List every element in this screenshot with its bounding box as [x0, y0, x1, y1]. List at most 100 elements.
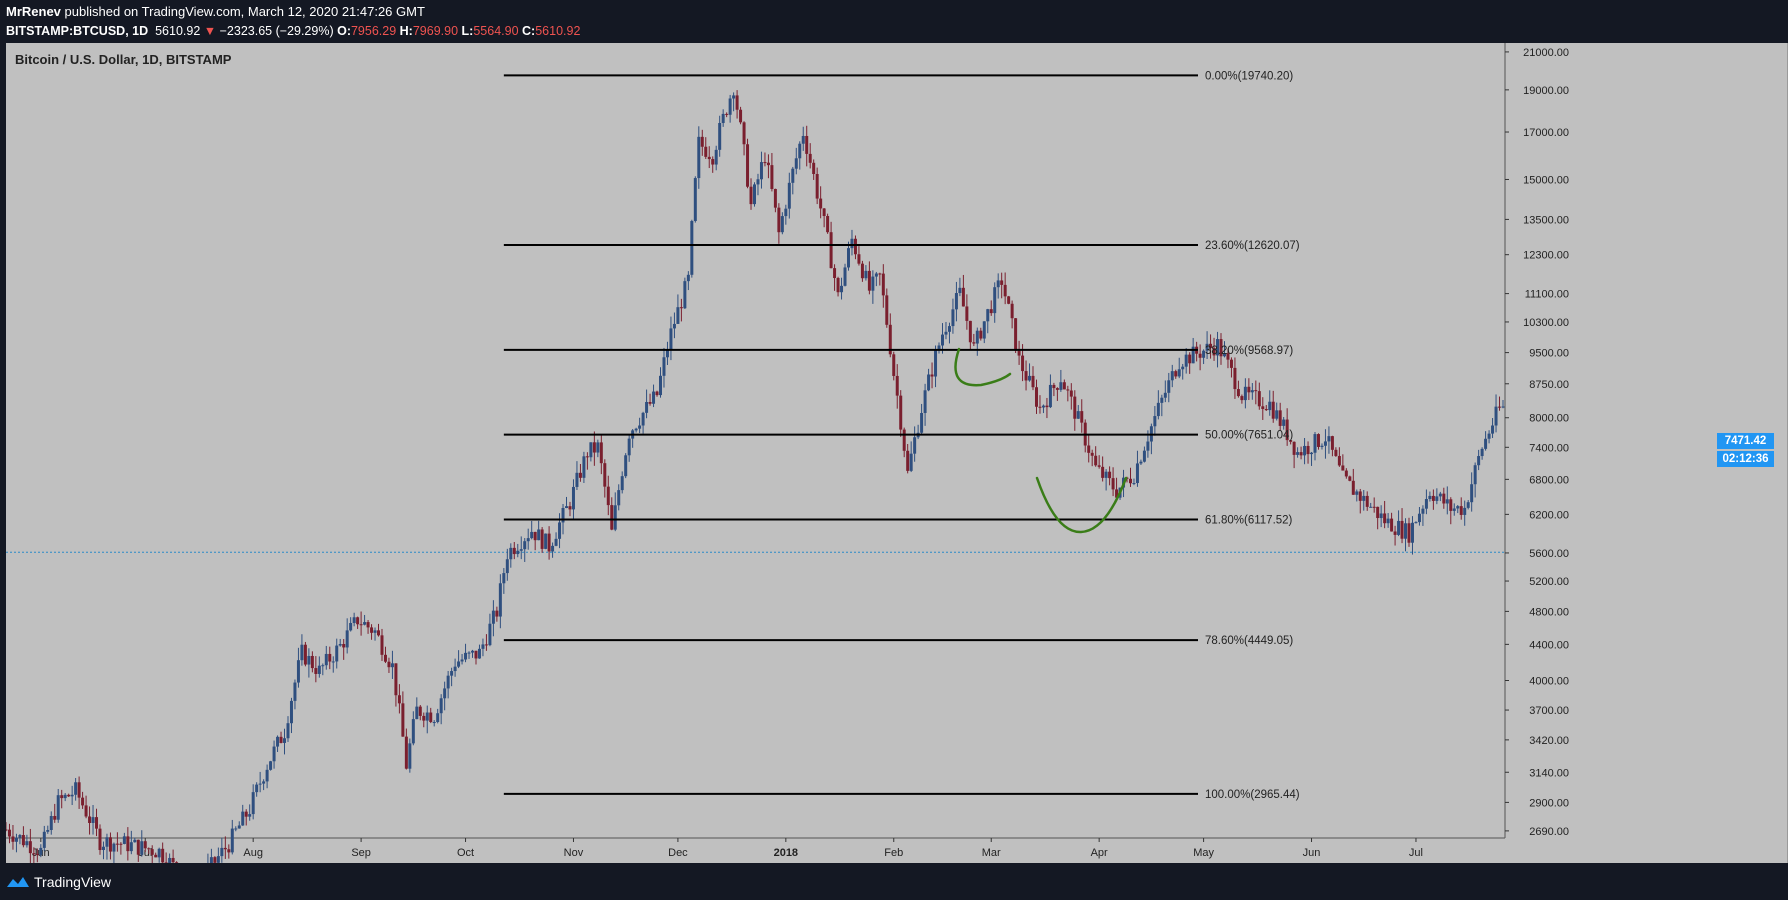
candle-body — [707, 156, 711, 160]
candle-body — [944, 331, 948, 335]
candle-body — [314, 668, 318, 674]
candle-body — [446, 675, 450, 689]
candle-body — [411, 719, 415, 744]
candle-body — [1296, 452, 1300, 455]
candle-body — [571, 486, 575, 510]
candle-body — [634, 428, 638, 431]
candle-body — [683, 281, 687, 309]
candle-body — [1010, 303, 1014, 319]
y-tick-label: 3420.00 — [1529, 735, 1569, 747]
candle-body — [1128, 478, 1132, 484]
candle-body — [105, 837, 109, 847]
candle-body — [617, 490, 621, 506]
candle-body — [846, 248, 850, 268]
candle-body — [1264, 408, 1268, 411]
candle-body — [749, 186, 753, 205]
candle-body — [606, 486, 610, 506]
candle-body — [867, 270, 871, 291]
candle-body — [269, 761, 273, 770]
candle-body — [1261, 406, 1265, 409]
candle-body — [864, 270, 868, 279]
chart-canvas[interactable]: 21000.00 19000.00 17000.00 15000.00 13500.00… — [6, 43, 1787, 863]
candle-body — [780, 216, 784, 233]
candle-body — [1209, 343, 1213, 348]
candle-body — [1428, 495, 1432, 500]
candle-body — [223, 847, 227, 850]
publish-info: published on TradingView.com, March 12, … — [64, 4, 425, 19]
candle-body — [265, 769, 269, 782]
candle-body — [328, 653, 332, 662]
candle-body — [895, 375, 899, 396]
brand-name[interactable]: TradingView — [34, 874, 112, 890]
candle-body — [578, 472, 582, 478]
candle-body — [826, 216, 830, 233]
candle-body — [150, 849, 154, 855]
candle-body — [986, 309, 990, 322]
candle-body — [147, 848, 151, 850]
candle-body — [968, 320, 972, 343]
tradingview-logo-icon[interactable] — [6, 874, 30, 890]
candle-body — [1494, 406, 1498, 426]
candle-body — [927, 374, 931, 391]
candle-body — [488, 623, 492, 646]
candle-body — [321, 665, 325, 667]
candle-body — [241, 811, 245, 826]
candle-body — [1376, 506, 1380, 519]
publish-header: MrRenev published on TradingView.com, Ma… — [6, 4, 580, 39]
candle-body — [547, 533, 551, 552]
candle-body — [871, 276, 875, 291]
candle-body — [450, 671, 454, 676]
y-tick-label: 21000.00 — [1523, 47, 1569, 59]
candle-body — [1076, 411, 1080, 419]
candle-body — [140, 841, 144, 855]
candle-body — [1365, 495, 1369, 507]
candle-body — [1310, 452, 1314, 455]
candle-body — [397, 695, 401, 704]
candle-body — [947, 326, 951, 332]
candle-body — [1372, 506, 1376, 508]
candle-body — [1139, 461, 1143, 464]
candle-body — [937, 345, 941, 351]
y-tick-label: 3700.00 — [1529, 705, 1569, 717]
candle-body — [791, 168, 795, 183]
candle-body — [1268, 401, 1272, 411]
candle-body — [1052, 384, 1056, 389]
candle-body — [662, 357, 666, 376]
candle-body — [690, 221, 694, 275]
candle-body — [742, 122, 746, 145]
candle-body — [829, 232, 833, 269]
candle-body — [561, 507, 565, 523]
candle-body — [1404, 523, 1408, 539]
candle-body — [693, 178, 697, 222]
candle-body — [909, 453, 913, 471]
candle-body — [1153, 416, 1157, 427]
candle-body — [98, 828, 102, 851]
author-name[interactable]: MrRenev — [6, 4, 61, 19]
candle-body — [1184, 354, 1188, 367]
candle-body — [1344, 470, 1348, 477]
candle-body — [805, 135, 809, 154]
x-tick-label: Nov — [564, 847, 584, 859]
candle-body — [1146, 441, 1150, 451]
chart-area[interactable]: 21000.00 19000.00 17000.00 15000.00 13500.00… — [6, 43, 1788, 863]
candle-body — [554, 538, 558, 546]
candle-body — [728, 98, 732, 115]
candle-body — [164, 862, 168, 863]
candle-body — [961, 287, 965, 307]
candle-body — [1431, 495, 1435, 501]
candle-body — [815, 174, 819, 199]
candle-body — [439, 698, 443, 714]
y-tick-label: 6200.00 — [1529, 509, 1569, 521]
candle-body — [1041, 405, 1045, 408]
candle-body — [464, 652, 468, 660]
ohlc-legend: BITSTAMP:BTCUSD, 1D 5610.92 ▼ −2323.65 (… — [6, 23, 580, 39]
candle-body — [655, 391, 659, 396]
high-label: H: — [399, 24, 413, 38]
x-tick-label: Jun — [1303, 847, 1321, 859]
candle-body — [1090, 452, 1094, 456]
candle-body — [39, 847, 43, 855]
candle-body — [383, 654, 387, 662]
candle-body — [335, 645, 339, 662]
candle-body — [467, 652, 471, 654]
candle-body — [1236, 389, 1240, 397]
